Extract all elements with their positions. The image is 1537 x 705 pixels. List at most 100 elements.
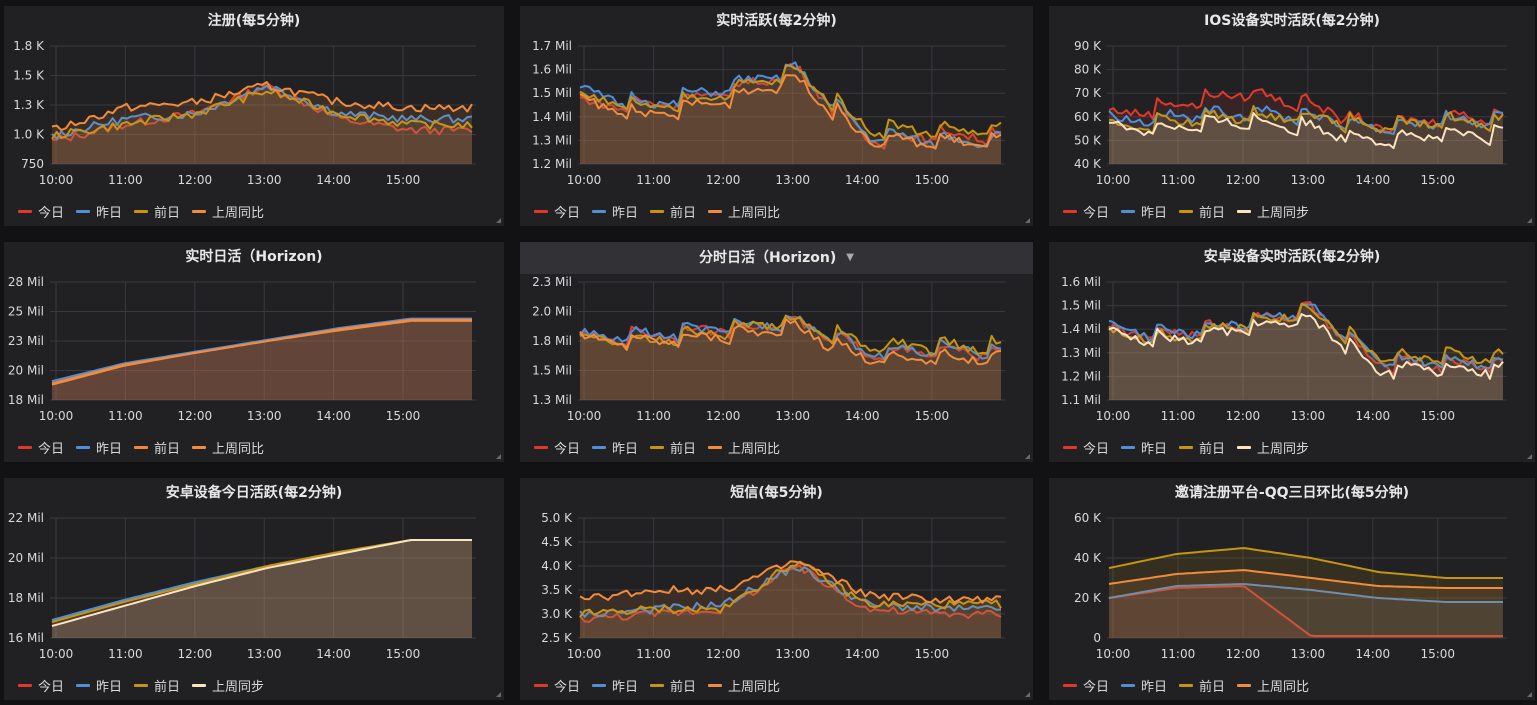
chart-ios-active: 90 K 80 K 70 K 60 K 50 K 40 K 10:00 11:00 12:00 1… — [1074, 39, 1507, 187]
legend-item[interactable]: 前日 — [134, 438, 180, 457]
legend-item[interactable]: 昨日 — [1121, 676, 1167, 695]
resize-handle[interactable] — [496, 692, 501, 697]
panel-title[interactable]: 邀请注册平台-QQ三日环比(每5分钟) — [1174, 485, 1410, 501]
legend-item[interactable]: 前日 — [1179, 202, 1225, 221]
series-area — [580, 62, 1001, 164]
legend-item[interactable]: 上周同步 — [1237, 438, 1309, 457]
series-area — [580, 319, 1001, 400]
legend-item[interactable]: 今日 — [534, 202, 580, 221]
panel-registrations[interactable]: 注册(每5分钟) 1.8 K 1.5 K 1.3 K 1.0 K 750 10:00 11:… — [4, 6, 504, 226]
legend-item[interactable]: 昨日 — [592, 676, 638, 695]
legend-item[interactable]: 今日 — [534, 676, 580, 695]
legend-item[interactable]: 上周同比 — [708, 202, 780, 221]
panel-android-active[interactable]: 安卓设备实时活跃(每2分钟) 1.6 Mil 1.5 Mil 1.4 Mil 1.3 … — [1049, 242, 1535, 462]
series-line — [1108, 547, 1503, 579]
panel-title[interactable]: 安卓设备实时活跃(每2分钟) — [1203, 249, 1381, 265]
y-tick-label: 1.1 Mil — [1061, 393, 1101, 407]
series-area — [580, 75, 1001, 164]
legend-item[interactable]: 上周同步 — [1237, 202, 1309, 221]
panel-title[interactable]: 实时活跃(每2分钟) — [716, 13, 837, 29]
x-tick-label: 11:00 — [108, 409, 143, 423]
chevron-down-icon[interactable]: ▼ — [846, 252, 854, 263]
legend-swatch — [534, 445, 548, 449]
y-tick-label: 2.5 K — [541, 631, 573, 645]
legend-item[interactable]: 今日 — [1063, 438, 1109, 457]
series-line — [51, 81, 473, 132]
series-line — [51, 539, 472, 627]
legend-label: 前日 — [154, 205, 181, 221]
panel-invite-qq[interactable]: 邀请注册平台-QQ三日环比(每5分钟) 60 K 40 K 20 K 0 10:00 11… — [1049, 478, 1535, 700]
panel-title[interactable]: 注册(每5分钟) — [207, 13, 301, 29]
legend-item[interactable]: 昨日 — [76, 438, 122, 457]
legend-swatch — [650, 209, 665, 213]
resize-handle[interactable] — [1527, 692, 1532, 697]
series-area — [1109, 304, 1503, 400]
legend-item[interactable]: 今日 — [18, 676, 64, 695]
resize-handle[interactable] — [1025, 454, 1030, 459]
legend-label: 上周同比 — [212, 441, 265, 457]
legend-item[interactable]: 前日 — [650, 202, 696, 221]
resize-handle[interactable] — [496, 454, 501, 459]
legend-swatch — [592, 445, 607, 449]
legend-item[interactable]: 昨日 — [592, 438, 638, 457]
legend-item[interactable]: 上周同比 — [708, 438, 780, 457]
y-tick-label: 20 Mil — [8, 364, 44, 378]
series-line — [51, 89, 473, 140]
legend-item[interactable]: 今日 — [18, 202, 64, 221]
x-tick-label: 13:00 — [247, 173, 282, 187]
panel-ios-active[interactable]: IOS设备实时活跃(每2分钟) 90 K 80 K 70 K 60 K 50 K 40 K… — [1049, 6, 1535, 226]
series-line — [1108, 583, 1503, 603]
resize-handle[interactable] — [1025, 218, 1030, 223]
panel-sms[interactable]: 短信(每5分钟) 5.0 K 4.5 K 4.0 K 3.5 K 3.0 K 2.5 K 1… — [520, 478, 1033, 700]
panel-title[interactable]: IOS设备实时活跃(每2分钟) — [1204, 13, 1380, 29]
x-tick-label: 14:00 — [845, 409, 880, 423]
legend-item[interactable]: 昨日 — [76, 202, 122, 221]
legend-item[interactable]: 昨日 — [1121, 438, 1167, 457]
legend-item[interactable]: 今日 — [18, 438, 64, 457]
panel-hourly-active-horizon[interactable]: 分时日活（Horizon) ▼ 2.3 Mil 2.0 Mil 1.8 Mil 1.5 … — [520, 242, 1033, 462]
y-tick-label: 1.5 Mil — [532, 364, 572, 378]
legend-item[interactable]: 前日 — [650, 438, 696, 457]
legend-swatch — [592, 683, 607, 687]
resize-handle[interactable] — [1527, 454, 1532, 459]
legend-item[interactable]: 前日 — [650, 676, 696, 695]
legend-label: 上周同比 — [212, 205, 265, 221]
x-tick-label: 15:00 — [386, 173, 421, 187]
panel-realtime-active[interactable]: 实时活跃(每2分钟) 1.7 Mil 1.6 Mil 1.5 Mil 1.4 Mil 1… — [520, 6, 1033, 226]
x-tick-label: 10:00 — [39, 409, 74, 423]
legend-item[interactable]: 今日 — [1063, 676, 1109, 695]
legend-item[interactable]: 昨日 — [592, 202, 638, 221]
legend-item[interactable]: 前日 — [134, 202, 181, 221]
panel-android-today-active[interactable]: 安卓设备今日活跃(每2分钟) 22 Mil 20 Mil 18 Mil 16 Mil 1… — [4, 478, 504, 700]
y-tick-label: 80 K — [1074, 63, 1102, 77]
x-tick-label: 14:00 — [1356, 647, 1391, 661]
resize-handle[interactable] — [1527, 218, 1532, 223]
legend-item[interactable]: 前日 — [1179, 438, 1225, 457]
legend-item[interactable]: 今日 — [1063, 202, 1109, 221]
legend-item[interactable]: 上周同比 — [1237, 676, 1309, 695]
panel-daily-active-horizon[interactable]: 实时日活（Horizon) 28 Mil 25 Mil 23 Mil 20 Mil 18… — [4, 242, 504, 462]
series-area — [52, 319, 472, 400]
y-tick-label: 25 Mil — [8, 305, 44, 319]
legend-swatch — [18, 209, 32, 213]
panel-title-text[interactable]: 分时日活（Horizon) — [699, 250, 837, 266]
panel-title[interactable]: 短信(每5分钟) — [730, 485, 823, 501]
panel-title[interactable]: 分时日活（Horizon) ▼ — [520, 242, 1033, 274]
legend-item[interactable]: 前日 — [134, 676, 180, 695]
legend-item[interactable]: 昨日 — [1121, 202, 1167, 221]
panel-title[interactable]: 实时日活（Horizon) — [185, 249, 323, 265]
legend-item[interactable]: 上周同比 — [192, 438, 265, 457]
legend-item[interactable]: 上周同步 — [192, 676, 264, 695]
legend-item[interactable]: 昨日 — [76, 676, 122, 695]
legend-item[interactable]: 前日 — [1179, 676, 1225, 695]
resize-handle[interactable] — [1025, 692, 1030, 697]
x-tick-label: 11:00 — [636, 173, 671, 187]
legend-item[interactable]: 今日 — [534, 438, 580, 457]
x-tick-label: 13:00 — [1291, 647, 1326, 661]
legend-item[interactable]: 上周同比 — [192, 202, 265, 221]
panel-title[interactable]: 安卓设备今日活跃(每2分钟) — [165, 485, 343, 501]
x-tick-label: 11:00 — [636, 647, 671, 661]
legend-item[interactable]: 上周同比 — [708, 676, 780, 695]
resize-handle[interactable] — [496, 218, 501, 223]
x-tick-label: 10:00 — [39, 173, 74, 187]
